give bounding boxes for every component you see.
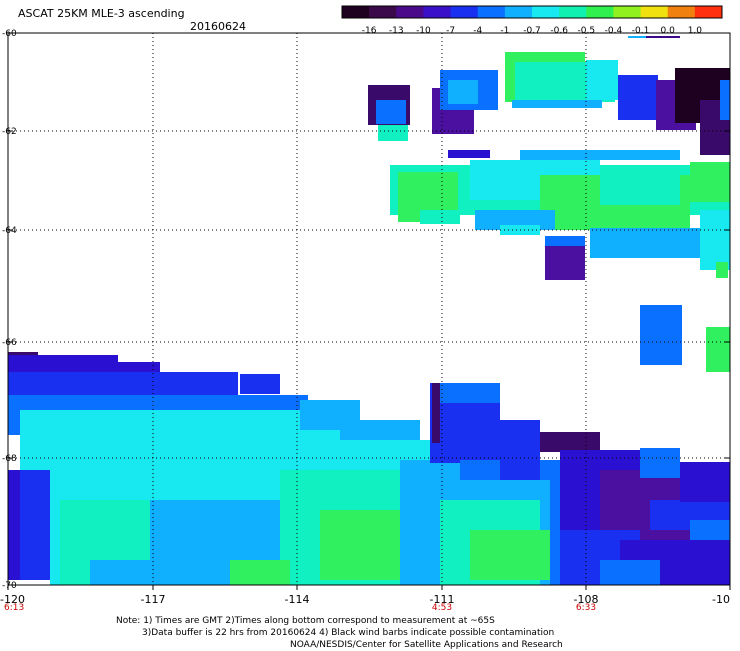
- y-tick-label: -62: [2, 127, 17, 137]
- data-cell: [440, 383, 500, 403]
- colorbar-label: -1: [500, 26, 509, 36]
- colorbar-label: 1.0: [688, 26, 703, 36]
- colorbar-swatch: [450, 6, 479, 18]
- data-cell: [448, 80, 478, 104]
- x-tick-label: -120: [0, 593, 25, 606]
- colorbar: [341, 5, 723, 38]
- colorbar-swatch: [694, 6, 723, 18]
- plot-frame: [7, 32, 731, 586]
- footnote-1: Note: 1) Times are GMT 2)Times along bot…: [116, 616, 495, 626]
- time-label: 6:33: [576, 603, 596, 613]
- colorbar-label: -0.7: [523, 26, 541, 36]
- data-cell: [448, 150, 490, 158]
- data-cell: [600, 165, 680, 205]
- colorbar-label: -4: [473, 26, 482, 36]
- data-cell: [470, 530, 550, 580]
- colorbar-border: [341, 5, 723, 19]
- y-axis-ticks: -60 -62 -64 -66 -68 -70: [2, 29, 730, 591]
- grid-lines: [8, 33, 730, 585]
- colorbar-label: 0.0: [661, 26, 676, 36]
- map-title: ASCAT 25KM MLE-3 ascending: [18, 7, 185, 20]
- data-cell: [640, 305, 682, 365]
- colorbar-label: -13: [389, 26, 404, 36]
- colorbar-swatch: [559, 6, 587, 18]
- colorbar-label: -0.1: [632, 26, 650, 36]
- colorbar-swatch: [532, 6, 560, 18]
- footnote-2: 3)Data buffer is 22 hrs from 20160624 4)…: [142, 628, 555, 638]
- data-cell: [520, 150, 680, 160]
- colorbar-labels: -16 -13 -10 -7 -4 -1 -0.7 -0.6 -0.5 -0.4 -0.1 0.0 1.…: [362, 26, 702, 36]
- y-tick-label: -64: [2, 226, 17, 236]
- x-tick-label: -111: [430, 593, 455, 606]
- data-cell: [540, 432, 600, 452]
- colorbar-swatch: [369, 6, 397, 18]
- colorbar-label: -16: [362, 26, 377, 36]
- data-cell: [716, 262, 728, 278]
- data-cell: [512, 100, 602, 108]
- colorbar-label: -7: [446, 26, 455, 36]
- data-cell: [700, 210, 730, 270]
- y-tick-label: -66: [2, 338, 17, 348]
- x-axis-ticks: -120 -117 -114 -111 -108 -10 6:13 4:53 6:33: [0, 585, 731, 613]
- y-tick-label: -68: [2, 454, 17, 464]
- data-cell: [545, 236, 585, 246]
- data-cell: [240, 374, 280, 394]
- data-cell: [640, 448, 680, 478]
- colorbar-swatch: [640, 6, 669, 18]
- x-tick-label: -114: [285, 593, 310, 606]
- data-cell: [590, 228, 720, 258]
- data-cell: [230, 560, 290, 585]
- colorbar-swatch: [477, 6, 506, 18]
- time-label: 4:53: [432, 603, 452, 613]
- colorbar-swatch: [504, 6, 533, 18]
- data-cell: [720, 80, 730, 120]
- time-label: 6:13: [4, 603, 24, 613]
- data-cell: [545, 246, 585, 280]
- colorbar-label: -0.4: [605, 26, 623, 36]
- x-tick-label: -108: [574, 593, 599, 606]
- colorbar-swatch: [613, 6, 642, 18]
- colorbar-swatch: [396, 6, 424, 18]
- wind-data-swaths: [8, 52, 730, 585]
- data-cell: [432, 383, 440, 443]
- data-cell: [706, 327, 730, 372]
- colorbar-label: -0.5: [578, 26, 596, 36]
- data-cell: [420, 210, 460, 224]
- colorbar-swatch: [342, 6, 370, 18]
- data-cell: [690, 520, 730, 540]
- data-cell: [618, 75, 658, 120]
- data-cell: [90, 560, 150, 585]
- colorbar-swatch: [423, 6, 452, 18]
- data-cell: [680, 462, 730, 502]
- data-cell: [690, 162, 730, 202]
- colorbar-swatch: [586, 6, 614, 18]
- colorbar-marker: [646, 36, 680, 38]
- data-cell: [600, 560, 660, 585]
- y-tick-label: -70: [2, 581, 17, 591]
- data-cell: [378, 125, 408, 141]
- colorbar-swatch: [667, 6, 696, 18]
- x-tick-label: -10: [712, 593, 730, 606]
- data-cell: [8, 355, 118, 375]
- data-cell: [586, 60, 618, 100]
- footnote-3: NOAA/NESDIS/Center for Satellite Applica…: [290, 640, 563, 650]
- colorbar-label: -0.6: [550, 26, 568, 36]
- data-cell: [376, 100, 406, 124]
- y-tick-label: -60: [2, 29, 17, 39]
- map-date: 20160624: [190, 20, 246, 33]
- colorbar-label: -10: [416, 26, 431, 36]
- colorbar-marker: [628, 36, 646, 38]
- data-cell: [500, 420, 540, 480]
- x-tick-label: -117: [141, 593, 166, 606]
